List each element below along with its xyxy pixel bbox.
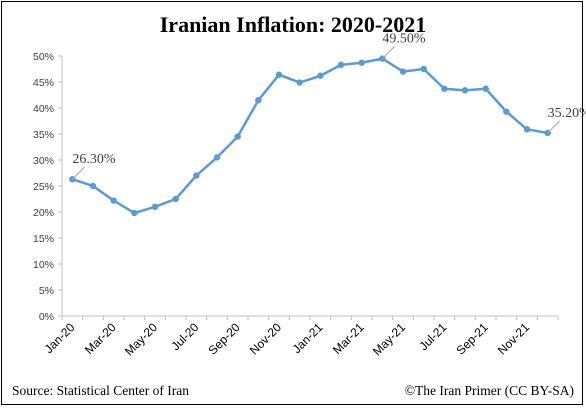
data-point <box>317 72 324 79</box>
x-tick-label: Sep-20 <box>206 320 243 357</box>
data-point <box>151 203 159 210</box>
y-axis-tick-labels: 0% 5% 10% 15% 20% 25% 30% 35% 40% 45% 50% <box>33 51 54 323</box>
data-point <box>523 126 531 133</box>
x-tick-label: May-21 <box>370 320 408 358</box>
x-tick-label: Mar-21 <box>330 320 367 357</box>
x-tick-label: Sep-21 <box>454 320 491 357</box>
x-tick-label: May-20 <box>122 320 160 358</box>
data-point <box>193 172 200 179</box>
y-tick-label: 45% <box>33 77 54 89</box>
x-tick-label: Jul-21 <box>416 320 449 353</box>
y-tick-label: 10% <box>33 259 54 271</box>
data-point <box>172 195 179 203</box>
data-point <box>420 65 427 73</box>
data-point <box>213 154 221 161</box>
data-point <box>131 209 138 217</box>
y-tick-label: 20% <box>33 207 54 219</box>
y-tick-label: 15% <box>33 233 54 245</box>
y-tick-label: 35% <box>33 129 54 141</box>
data-point <box>503 108 510 115</box>
data-label: 26.30% <box>72 152 116 167</box>
data-point <box>255 97 262 104</box>
x-tick-label: Nov-21 <box>495 320 532 357</box>
source-note: Source: Statistical Center of Iran <box>12 383 189 398</box>
x-axis-tick-labels: Jan-20 Mar-20 May-20 Jul-20 Sep-20 Nov-20 Jan-… <box>42 320 533 358</box>
data-annotations: 26.30% 49.50% 35.20% <box>71 32 586 180</box>
y-tick-label: 50% <box>33 51 54 63</box>
chart-title: Iranian Inflation: 2020-2021 <box>160 12 426 37</box>
data-point <box>110 197 117 204</box>
x-tick-label: Jan-21 <box>290 320 326 356</box>
annotation-leader <box>71 166 85 180</box>
data-point <box>482 85 489 92</box>
annotation-leader <box>381 46 395 59</box>
annotation-leader <box>547 120 561 134</box>
x-tick-label: Jul-20 <box>168 320 201 353</box>
data-point <box>89 182 97 190</box>
y-tick-label: 25% <box>33 181 54 193</box>
x-tick-label: Jan-20 <box>42 320 78 356</box>
data-point <box>441 85 448 92</box>
y-tick-label: 40% <box>33 103 54 115</box>
credit-note: ©The Iran Primer (CC BY-SA) <box>405 383 574 398</box>
data-point <box>275 71 283 78</box>
data-label: 35.20% <box>548 106 586 121</box>
data-point <box>461 87 469 94</box>
axes <box>58 55 559 320</box>
y-tick-label: 30% <box>33 155 54 167</box>
data-point <box>296 79 303 86</box>
data-point <box>399 68 407 75</box>
y-tick-label: 5% <box>39 285 54 297</box>
data-point <box>358 59 365 66</box>
data-point <box>337 61 345 69</box>
series-inflation <box>69 55 551 217</box>
series-line <box>71 57 549 215</box>
data-point <box>234 133 241 140</box>
x-tick-label: Mar-20 <box>82 320 119 357</box>
x-tick-label: Nov-20 <box>247 320 284 357</box>
data-label: 49.50% <box>382 32 426 47</box>
y-tick-label: 0% <box>39 311 54 323</box>
